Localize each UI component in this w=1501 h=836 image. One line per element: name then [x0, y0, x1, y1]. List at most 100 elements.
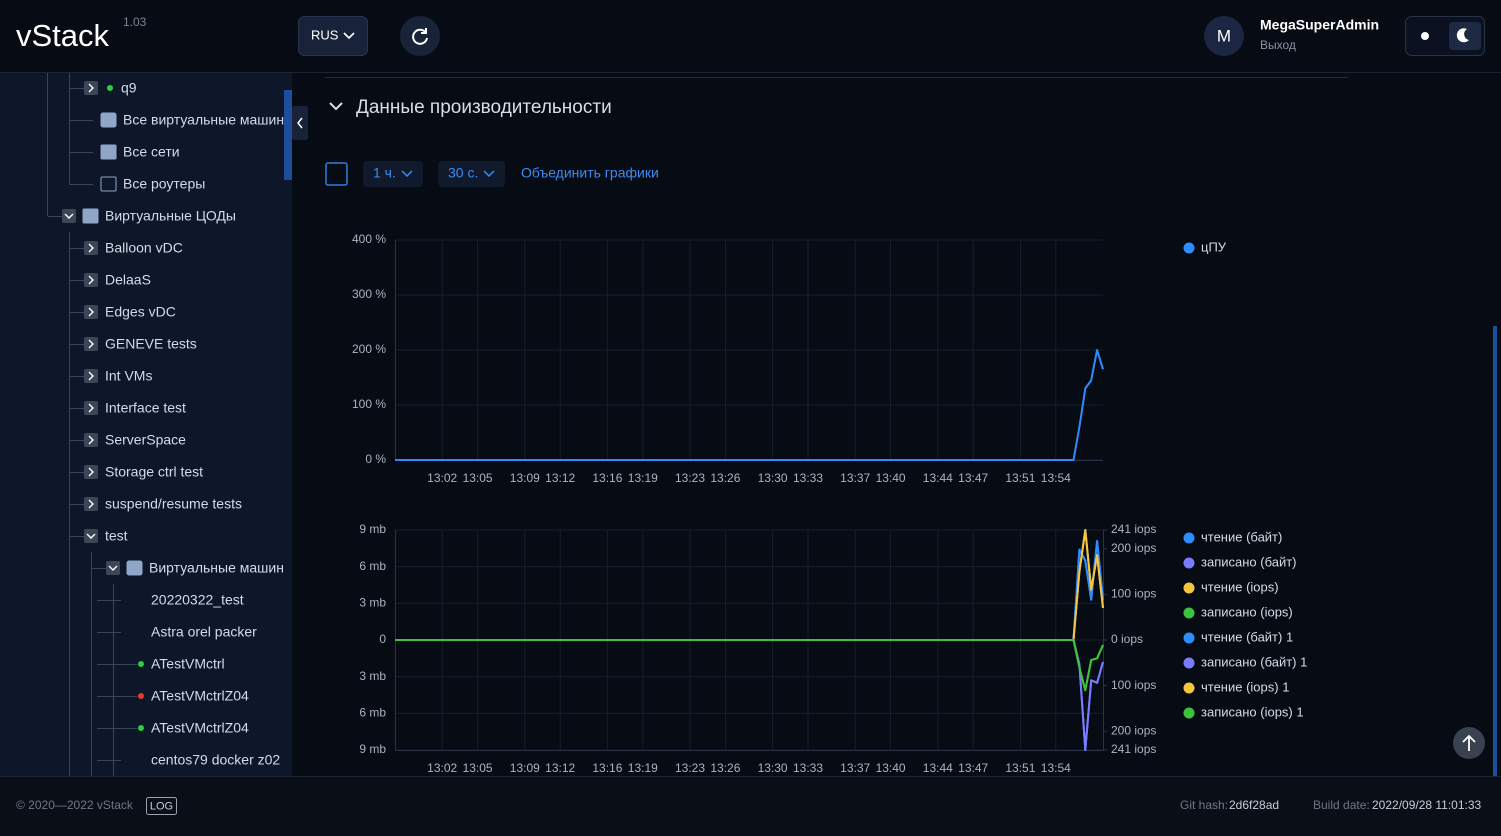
legend-label[interactable]: записано (iops)	[1201, 604, 1293, 619]
x-tick-label: 13:37	[840, 471, 870, 485]
tree-label[interactable]: GENEVE tests	[105, 336, 197, 352]
legend-dot[interactable]	[1183, 582, 1195, 594]
y-tick-label: 300 %	[352, 287, 386, 301]
legend-label[interactable]: записано (байт)	[1201, 554, 1297, 569]
section-chevron[interactable]	[329, 102, 343, 111]
expand-box[interactable]	[84, 369, 98, 383]
log[interactable]: LOG	[150, 800, 173, 812]
tree-label[interactable]: Astra orel packer	[151, 624, 257, 640]
expand-box[interactable]	[106, 561, 120, 575]
log-button[interactable]	[146, 797, 177, 815]
legend-label[interactable]: чтение (iops)	[1201, 579, 1279, 594]
period[interactable]: 1 ч.	[373, 165, 396, 181]
tree-label[interactable]: Виртуальные машины	[149, 560, 294, 576]
merge-charts[interactable]: Объединить графики	[521, 165, 659, 181]
collapse-tab[interactable]	[292, 106, 308, 140]
tree-label[interactable]: Edges vDC	[105, 304, 176, 320]
calendar-icon[interactable]	[325, 162, 348, 186]
expand-icon	[108, 565, 118, 571]
tree-label[interactable]: ATestVMctrl	[151, 656, 225, 672]
period-select[interactable]	[363, 161, 423, 187]
y2-tick-label: 200 iops	[1111, 541, 1156, 555]
sidebar-scrollbar	[284, 90, 292, 180]
expand-box[interactable]	[84, 465, 98, 479]
expand-box[interactable]	[84, 529, 98, 543]
x-tick-label: 13:44	[923, 471, 953, 485]
interval-select[interactable]	[438, 161, 505, 187]
legend-dot[interactable]	[1183, 707, 1195, 719]
expand-icon	[88, 339, 94, 349]
tree-label[interactable]: Balloon vDC	[105, 240, 183, 256]
refresh-button[interactable]	[400, 16, 440, 56]
legend-dot[interactable]	[1183, 682, 1195, 694]
tree-label[interactable]: Все сети	[123, 144, 180, 160]
legend-label[interactable]: записано (байт) 1	[1201, 654, 1307, 669]
legend-label[interactable]: цПУ	[1201, 239, 1227, 254]
x-tick-label: 13:47	[958, 471, 988, 485]
tree-label[interactable]: Int VMs	[105, 368, 152, 384]
sun-icon[interactable]	[1421, 32, 1429, 40]
expand-box[interactable]	[84, 81, 98, 95]
expand-box[interactable]	[84, 401, 98, 415]
legend-dot[interactable]	[1183, 607, 1195, 619]
node-icon	[100, 176, 117, 192]
legend-dot[interactable]	[1183, 557, 1195, 569]
language[interactable]: RUS	[311, 27, 339, 42]
legend-dot[interactable]	[1183, 632, 1195, 644]
tree-label[interactable]: Виртуальные ЦОДы	[105, 208, 236, 224]
collapse-icon	[297, 117, 303, 129]
expand-icon	[88, 435, 94, 445]
expand-box[interactable]	[84, 305, 98, 319]
tree-label[interactable]: centos79 docker z02	[151, 752, 280, 768]
tree-label[interactable]: DelaaS	[105, 272, 151, 288]
x-tick-label: 13:23	[675, 471, 705, 485]
tree-label[interactable]: test	[105, 528, 128, 544]
y2-tick-label: 241 iops	[1111, 742, 1156, 756]
expand-box[interactable]	[84, 433, 98, 447]
tree-label[interactable]: Storage ctrl test	[105, 464, 203, 480]
expand-box[interactable]	[84, 497, 98, 511]
legend-label[interactable]: чтение (байт)	[1201, 529, 1282, 544]
node-icon	[126, 560, 143, 576]
series-line	[395, 540, 1104, 641]
x-tick-label: 13:09	[510, 471, 540, 485]
logo[interactable]: vStack	[16, 18, 110, 53]
expand-box[interactable]	[62, 209, 76, 223]
tree-label[interactable]: q9	[121, 80, 137, 96]
legend-dot[interactable]	[1183, 657, 1195, 669]
series-line	[395, 639, 1104, 692]
x-tick-label: 13:19	[628, 761, 658, 775]
moon-button[interactable]	[1449, 22, 1481, 50]
legend-dot[interactable]	[1183, 532, 1195, 544]
expand-box[interactable]	[84, 241, 98, 255]
legend-label[interactable]: записано (iops) 1	[1201, 704, 1304, 719]
interval[interactable]: 30 с.	[448, 165, 478, 181]
build-label: Build date:	[1313, 798, 1370, 812]
legend-label[interactable]: чтение (байт) 1	[1201, 629, 1293, 644]
logout[interactable]: Выход	[1260, 38, 1296, 52]
language-button[interactable]	[298, 16, 368, 56]
y-tick-label: 3 mb	[359, 596, 386, 610]
tree-label[interactable]: ATestVMctrlZ04	[151, 688, 249, 704]
legend-label[interactable]: чтение (iops) 1	[1201, 679, 1289, 694]
node-icon	[100, 112, 117, 128]
y-tick-label: 400 %	[352, 232, 386, 246]
tree-label[interactable]: suspend/resume tests	[105, 496, 242, 512]
tree-label[interactable]: Все виртуальные машины	[123, 112, 294, 128]
tree-label[interactable]: 20220322_test	[151, 592, 244, 608]
x-tick-label: 13:54	[1041, 471, 1071, 485]
expand-box[interactable]	[84, 337, 98, 351]
expand-box[interactable]	[84, 273, 98, 287]
avatar[interactable]	[1204, 16, 1244, 56]
tree-label[interactable]: Interface test	[105, 400, 186, 416]
expand-icon	[64, 213, 74, 219]
tree-label[interactable]: ServerSpace	[105, 432, 186, 448]
legend-dot[interactable]	[1183, 242, 1195, 254]
avatar-letter: M	[1217, 26, 1231, 45]
tree-label[interactable]: ATestVMctrlZ04	[151, 720, 249, 736]
y2-tick-label: 0 iops	[1111, 632, 1143, 646]
tree-label[interactable]: Все роутеры	[123, 176, 205, 192]
status-dot	[138, 661, 144, 667]
x-tick-label: 13:30	[758, 761, 788, 775]
footer	[0, 776, 1501, 836]
